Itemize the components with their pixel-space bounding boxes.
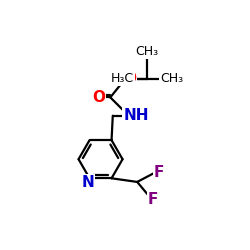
Text: CH₃: CH₃ bbox=[136, 45, 158, 58]
Text: F: F bbox=[148, 192, 158, 207]
Text: O: O bbox=[92, 90, 105, 105]
Text: H₃C: H₃C bbox=[110, 72, 134, 85]
Text: CH₃: CH₃ bbox=[160, 72, 184, 85]
Text: F: F bbox=[154, 165, 164, 180]
Text: O: O bbox=[123, 71, 136, 86]
Text: N: N bbox=[81, 175, 94, 190]
Text: NH: NH bbox=[123, 108, 149, 123]
